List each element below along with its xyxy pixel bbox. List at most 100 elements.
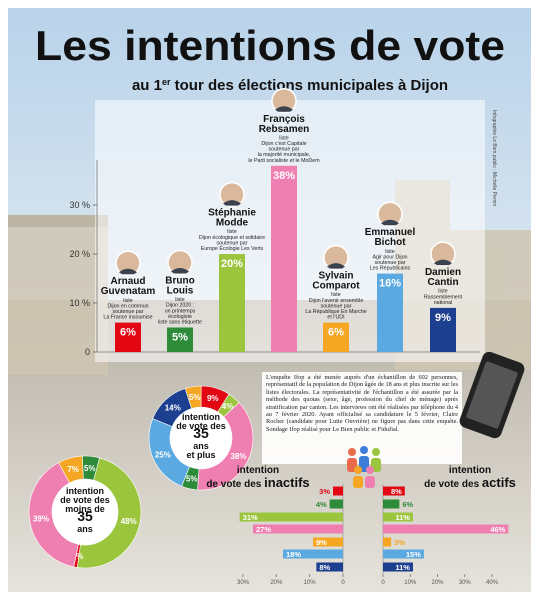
bar-value-label: 6% <box>120 327 136 339</box>
candidate-list: et l'UDI <box>327 315 344 321</box>
candidate-list: Dijon c'est Capitale <box>261 141 306 147</box>
candidate-name: Damien <box>425 267 461 278</box>
y-tick-label: 30 % <box>69 200 90 210</box>
candidate-name: Modde <box>216 218 249 229</box>
candidate-list: soutenue par <box>321 303 352 309</box>
bar <box>377 273 403 352</box>
x-tick-label: 0 <box>341 580 345 586</box>
x-tick-label: 10% <box>304 580 317 586</box>
bar <box>323 322 349 352</box>
butterfly-value-label: 4% <box>316 500 327 509</box>
series-heading: de vote des actifs <box>424 475 516 490</box>
x-tick-label: 30% <box>459 580 472 586</box>
subtitle: au 1er tour des élections municipales à … <box>132 77 448 94</box>
donut-value-label: 4% <box>222 402 234 411</box>
candidate-list: La République En Marche <box>305 309 366 315</box>
series-heading: intention <box>237 465 279 476</box>
donut-hole <box>52 479 118 545</box>
butterfly-value-label: 31% <box>243 513 258 522</box>
bar-value-label: 20% <box>221 258 243 270</box>
bar <box>219 254 245 352</box>
bar-value-label: 9% <box>435 312 451 324</box>
candidate-list: liste <box>227 229 236 235</box>
butterfly-bar <box>383 537 392 547</box>
donut-value-label: 5% <box>84 464 96 473</box>
bar-value-label: 6% <box>328 327 344 339</box>
x-tick-label: 10% <box>404 580 417 586</box>
candidate-list: soutenue par <box>217 240 248 246</box>
candidate-list: la majorité municipale, <box>258 152 311 158</box>
credit: Infographie Le Bien public : Michelle Pe… <box>491 110 497 206</box>
candidate-photo-body <box>275 106 293 112</box>
butterfly-value-label: 46% <box>490 525 505 534</box>
butterfly-bar <box>383 512 413 522</box>
candidate-photo <box>219 181 245 208</box>
candidate-list: un printemps <box>165 308 196 314</box>
butterfly-value-label: 8% <box>391 487 402 496</box>
butterfly-value-label: 3% <box>394 538 405 547</box>
butterfly-bar <box>383 562 413 572</box>
candidate-list: Rassemblement <box>424 294 463 300</box>
donut-segment <box>197 402 254 491</box>
butterfly-bar <box>383 524 509 534</box>
note-wrap: L'enquête Ifop a été menée auprès d'un é… <box>266 374 458 433</box>
candidate-name: Emmanuel <box>365 227 416 238</box>
series-heading-part: de vote des <box>424 479 479 490</box>
x-tick-label: 40% <box>486 580 499 586</box>
butterfly-value-label: 6% <box>402 500 413 509</box>
butterfly-bar <box>283 549 343 559</box>
butterfly-bar <box>383 486 405 496</box>
candidate-list: écologiste <box>168 314 192 320</box>
butterfly-value-label: 9% <box>316 538 327 547</box>
candidate-list: liste <box>279 135 288 141</box>
butterfly-bar <box>329 499 343 509</box>
butterfly-value-label: 27% <box>256 525 271 534</box>
x-tick-label: 30% <box>237 580 250 586</box>
donut-value-label: 1% <box>72 552 84 561</box>
butterfly-value-label: 11% <box>395 563 410 572</box>
candidate-name: Stéphanie <box>208 208 256 219</box>
candidate-list: Dijon l'avenir ensemble <box>309 298 364 304</box>
butterfly-value-label: 11% <box>395 513 410 522</box>
candidate-list: le Parti socialiste et le MoDem <box>248 158 320 164</box>
legend-series-name: actifs <box>482 475 516 490</box>
donut-center-text: et plus <box>186 450 215 460</box>
bar <box>430 307 456 352</box>
series-heading: intention <box>449 465 491 476</box>
butterfly-bar <box>239 512 343 522</box>
candidate-name: Arnaud <box>111 276 146 287</box>
candidate-list: Dijon en commun <box>107 303 148 309</box>
candidate-name: Comparot <box>312 281 360 292</box>
y-tick-label: 10 % <box>69 298 90 308</box>
donut-value-label: 25% <box>155 450 171 459</box>
butterfly-bar <box>383 549 424 559</box>
candidate-name: Louis <box>167 286 194 297</box>
candidate-list: liste <box>331 292 340 298</box>
donut-segment <box>28 462 79 568</box>
candidate-list: liste sans étiquette <box>158 320 202 326</box>
donut-hole <box>170 407 232 469</box>
butterfly-value-label: 15% <box>406 550 421 559</box>
butterfly-bar <box>383 499 400 509</box>
note: L'enquête Ifop a été menée auprès d'un é… <box>266 374 458 433</box>
donut-center-text: de vote des <box>60 495 110 505</box>
donut-center-text: intention <box>182 412 220 422</box>
people-icon <box>347 446 381 488</box>
donut-center-text: intention <box>66 486 104 496</box>
y-tick-label: 20 % <box>69 249 90 259</box>
candidate-photo <box>167 249 193 276</box>
series-heading-part: de vote des <box>206 479 261 490</box>
candidate-list: La France insoumise <box>103 315 152 321</box>
donut-center-text: moins de <box>65 504 105 514</box>
x-tick-label: 20% <box>270 580 283 586</box>
bar <box>167 327 193 352</box>
series-heading: de vote des inactifs <box>206 475 309 490</box>
candidate-list: liste <box>438 289 447 295</box>
butterfly-bar <box>253 524 343 534</box>
donut-value-label: 5% <box>189 393 201 402</box>
candidate-name: Sylvain <box>318 271 353 282</box>
title: Les intentions de vote <box>35 22 505 69</box>
bar <box>115 322 141 352</box>
x-tick-label: 20% <box>431 580 444 586</box>
subtitle-sup: er <box>162 77 171 87</box>
